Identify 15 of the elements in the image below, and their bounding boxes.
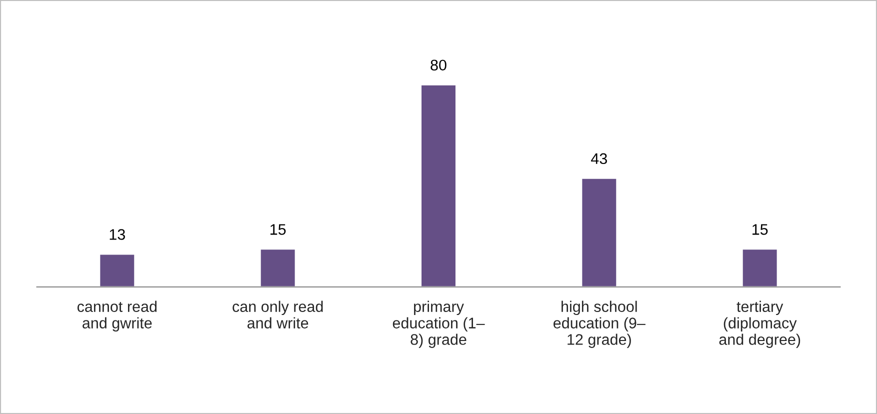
x-tick-label: high school education (9– 12 grade) [554,300,646,348]
bar [741,248,778,287]
x-tick-label: primary education (1– 8) grade [392,300,485,348]
data-label: 80 [430,60,446,71]
bar [98,253,136,287]
x-tick-label: tertiary (diplomacy and degree) [719,300,800,348]
bar [420,84,457,287]
data-label: 15 [270,224,286,235]
data-label: 13 [110,229,125,240]
bar [259,248,296,287]
bar [580,178,618,287]
x-tick-label: cannot read and gwrite [77,300,157,332]
data-label: 15 [752,224,768,235]
x-tick-label: can only read and write [232,300,323,328]
data-label: 43 [591,153,607,164]
